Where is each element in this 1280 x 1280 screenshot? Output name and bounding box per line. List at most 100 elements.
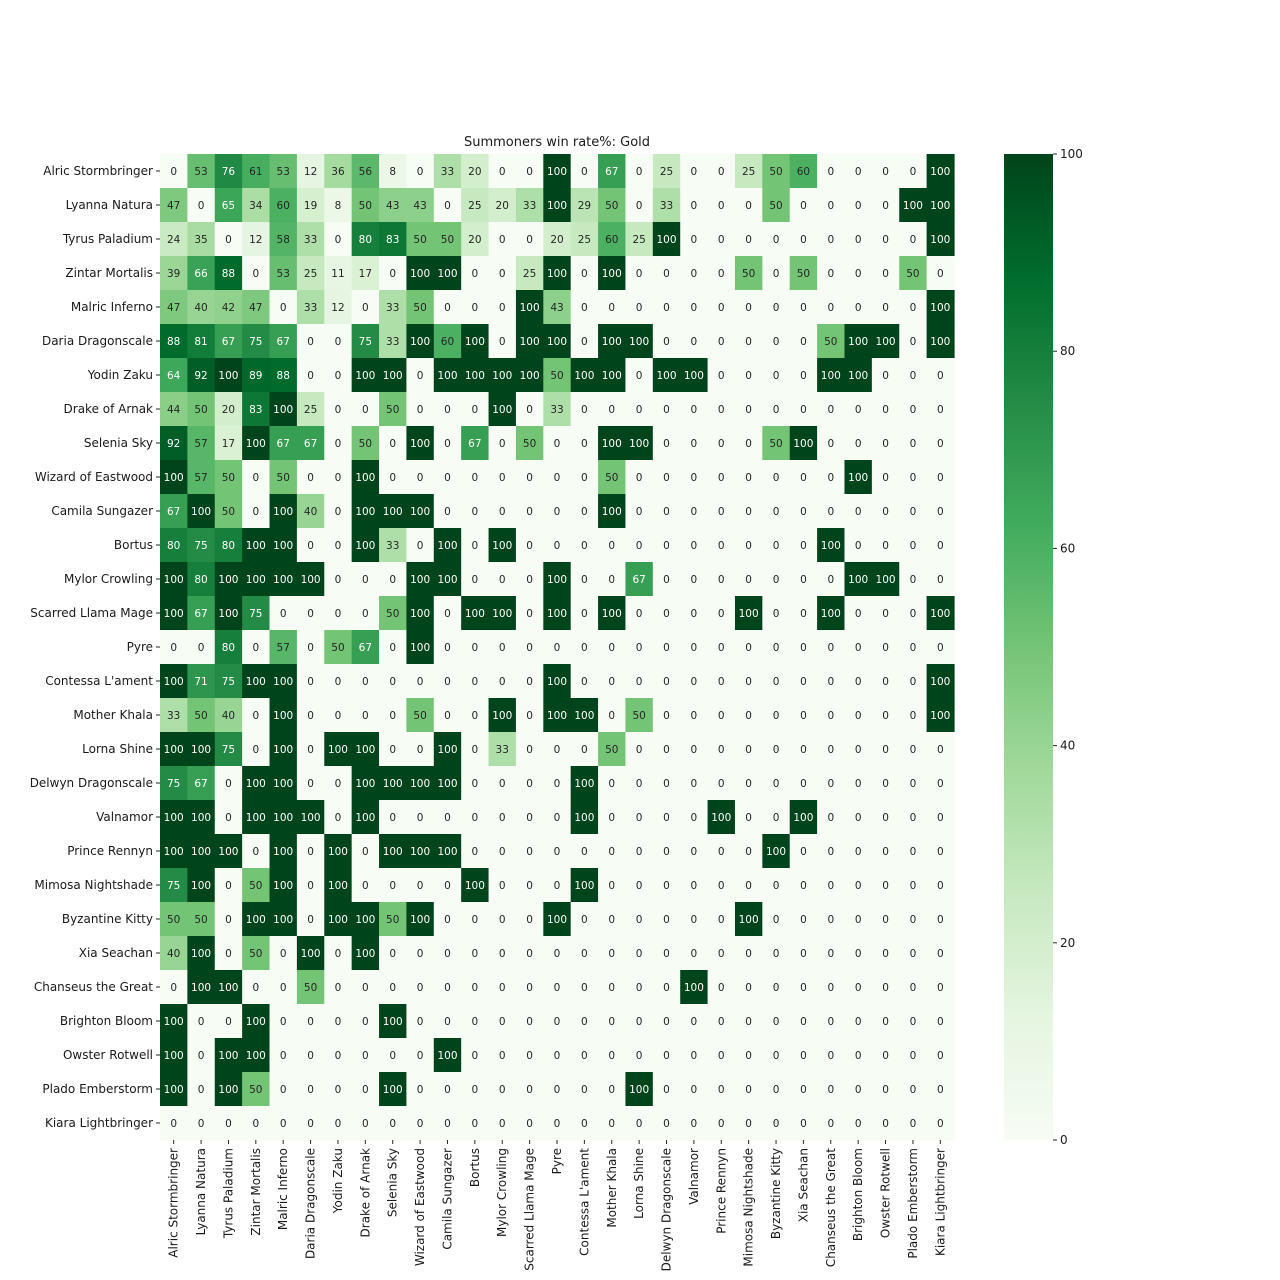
heatmap-cell xyxy=(844,1072,873,1107)
cell-value-label: 0 xyxy=(307,1016,314,1028)
heatmap-cell xyxy=(269,1106,298,1141)
cell-value-label: 100 xyxy=(246,676,266,688)
heatmap-cell xyxy=(214,392,243,427)
heatmap-cell xyxy=(844,188,873,223)
cell-value-label: 0 xyxy=(499,336,506,348)
heatmap-cell xyxy=(296,562,325,597)
heatmap-cell xyxy=(214,188,243,223)
cell-value-label: 50 xyxy=(167,914,180,926)
heatmap-cell xyxy=(160,698,188,733)
cell-value-label: 25 xyxy=(632,234,645,246)
cell-value-label: 0 xyxy=(472,744,479,756)
heatmap-cell xyxy=(926,630,955,665)
heatmap-cell xyxy=(598,936,627,971)
cell-value-label: 0 xyxy=(526,812,533,824)
heatmap-cell xyxy=(680,970,709,1005)
cell-value-label: 0 xyxy=(855,710,862,722)
cell-value-label: 100 xyxy=(793,438,813,450)
heatmap-cell xyxy=(817,256,846,291)
heatmap-cell xyxy=(488,426,517,461)
cell-value-label: 50 xyxy=(194,404,207,416)
cell-value-label: 0 xyxy=(855,778,862,790)
heatmap-cell xyxy=(926,290,955,325)
cell-value-label: 0 xyxy=(335,608,342,620)
heatmap-cell xyxy=(351,188,380,223)
cell-value-label: 0 xyxy=(773,574,780,586)
cell-value-label: 50 xyxy=(386,608,399,620)
heatmap-cell xyxy=(926,154,955,189)
cell-value-label: 0 xyxy=(910,914,917,926)
heatmap-cell xyxy=(652,494,681,529)
heatmap-cell xyxy=(160,1004,188,1039)
cell-value-label: 0 xyxy=(691,880,698,892)
heatmap-cell xyxy=(187,1004,216,1039)
cell-value-label: 0 xyxy=(745,642,752,654)
cell-value-label: 0 xyxy=(608,880,615,892)
cell-value-label: 0 xyxy=(718,438,725,450)
heatmap-cell xyxy=(871,1072,900,1107)
cell-value-label: 0 xyxy=(773,540,780,552)
cell-value-label: 0 xyxy=(526,880,533,892)
heatmap-cell xyxy=(652,290,681,325)
heatmap-cell xyxy=(160,970,188,1005)
column-label: Alric Stormbringer xyxy=(167,1148,181,1258)
cell-value-label: 0 xyxy=(910,506,917,518)
cell-value-label: 100 xyxy=(547,268,567,280)
cell-value-label: 57 xyxy=(194,438,207,450)
cell-value-label: 0 xyxy=(745,506,752,518)
heatmap-cell xyxy=(570,1004,599,1039)
heatmap-cell xyxy=(324,1106,353,1141)
heatmap-cell xyxy=(570,256,599,291)
heatmap-cell xyxy=(680,834,709,869)
cell-value-label: 0 xyxy=(855,608,862,620)
heatmap-cell xyxy=(625,664,654,699)
cell-value-label: 50 xyxy=(769,200,782,212)
heatmap-cell xyxy=(570,290,599,325)
cell-value-label: 0 xyxy=(910,336,917,348)
heatmap-cell xyxy=(269,902,298,937)
heatmap-cell xyxy=(296,222,325,257)
cell-value-label: 0 xyxy=(691,438,698,450)
cell-value-label: 76 xyxy=(222,166,236,178)
cell-value-label: 0 xyxy=(745,1084,752,1096)
cell-value-label: 0 xyxy=(417,982,424,994)
heatmap-cell xyxy=(488,528,517,563)
heatmap-cell xyxy=(762,528,791,563)
cell-value-label: 0 xyxy=(335,574,342,586)
cell-value-label: 75 xyxy=(167,880,180,892)
heatmap-cell xyxy=(406,902,435,937)
heatmap-cell xyxy=(379,766,408,801)
heatmap-cell xyxy=(515,970,544,1005)
heatmap-cell xyxy=(652,664,681,699)
heatmap-cell xyxy=(871,324,900,359)
heatmap-cell xyxy=(570,1038,599,1073)
heatmap-cell xyxy=(187,154,216,189)
heatmap-cell xyxy=(817,1072,846,1107)
heatmap-cell xyxy=(433,664,462,699)
cell-value-label: 50 xyxy=(304,982,317,994)
cell-value-label: 100 xyxy=(246,574,266,586)
heatmap-cell xyxy=(871,766,900,801)
heatmap-cell xyxy=(406,222,435,257)
cell-value-label: 100 xyxy=(574,880,594,892)
cell-value-label: 100 xyxy=(602,506,622,518)
heatmap-cell xyxy=(406,766,435,801)
heatmap-cell xyxy=(379,562,408,597)
heatmap-cell xyxy=(515,936,544,971)
cell-value-label: 12 xyxy=(331,302,344,314)
heatmap-cell xyxy=(515,562,544,597)
cell-value-label: 80 xyxy=(359,234,372,246)
cell-value-label: 100 xyxy=(437,1050,457,1062)
heatmap-cell xyxy=(817,290,846,325)
cell-value-label: 0 xyxy=(855,506,862,518)
heatmap-cell xyxy=(899,324,928,359)
heatmap-cell xyxy=(734,800,763,835)
cell-value-label: 0 xyxy=(800,778,807,790)
heatmap-cell xyxy=(762,1004,791,1039)
heatmap-cell xyxy=(680,664,709,699)
heatmap-cell xyxy=(707,970,736,1005)
heatmap-cell xyxy=(844,222,873,257)
heatmap-cell xyxy=(926,1072,955,1107)
heatmap-cell xyxy=(461,528,490,563)
heatmap-cell xyxy=(762,324,791,359)
